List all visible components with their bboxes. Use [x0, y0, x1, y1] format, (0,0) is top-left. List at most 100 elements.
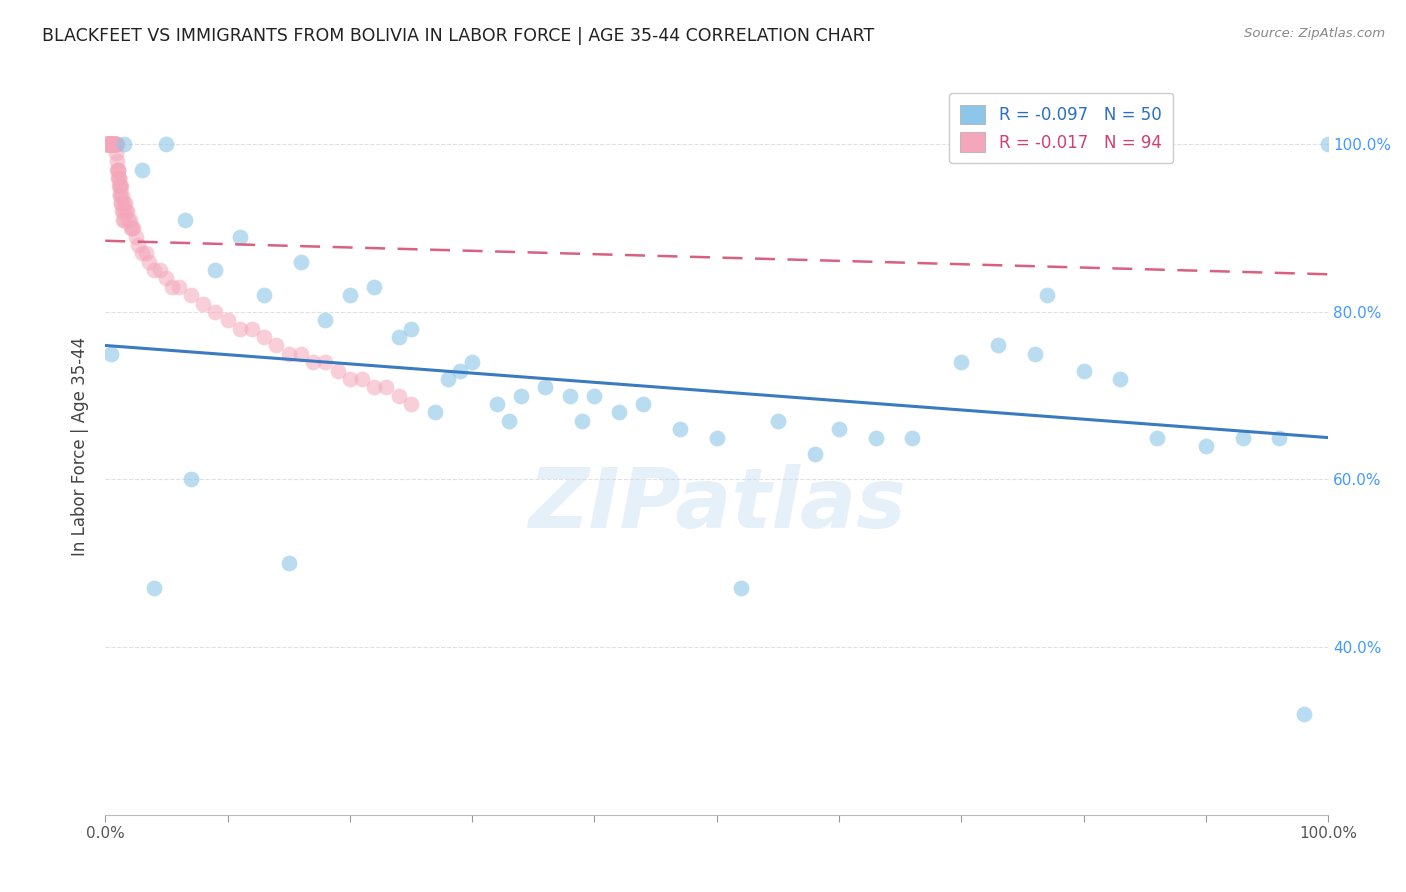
- Point: [97, 137, 120, 152]
- Point: [901, 431, 924, 445]
- Point: [111, 187, 134, 202]
- Point: [104, 137, 127, 152]
- Point: [115, 204, 138, 219]
- Point: [149, 263, 172, 277]
- Point: [326, 363, 349, 377]
- Point: [110, 196, 132, 211]
- Point: [110, 179, 132, 194]
- Point: [103, 137, 125, 152]
- Point: [100, 137, 122, 152]
- Point: [120, 221, 142, 235]
- Point: [803, 447, 825, 461]
- Point: [1232, 431, 1254, 445]
- Point: [217, 313, 239, 327]
- Legend: R = -0.097   N = 50, R = -0.017   N = 94: R = -0.097 N = 50, R = -0.017 N = 94: [949, 93, 1173, 163]
- Point: [96, 137, 118, 152]
- Point: [107, 162, 129, 177]
- Point: [97, 137, 120, 152]
- Point: [363, 380, 385, 394]
- Point: [107, 170, 129, 185]
- Point: [114, 196, 136, 211]
- Point: [100, 347, 122, 361]
- Point: [98, 137, 121, 152]
- Point: [571, 414, 593, 428]
- Point: [1317, 137, 1340, 152]
- Point: [558, 389, 581, 403]
- Point: [121, 221, 143, 235]
- Point: [1195, 439, 1218, 453]
- Point: [865, 431, 887, 445]
- Point: [97, 137, 120, 152]
- Point: [155, 271, 177, 285]
- Point: [388, 330, 411, 344]
- Point: [112, 196, 135, 211]
- Point: [117, 212, 139, 227]
- Point: [1024, 347, 1046, 361]
- Point: [229, 322, 252, 336]
- Point: [131, 162, 153, 177]
- Point: [388, 389, 411, 403]
- Point: [98, 137, 121, 152]
- Point: [730, 582, 752, 596]
- Point: [97, 137, 120, 152]
- Point: [173, 212, 195, 227]
- Point: [107, 162, 129, 177]
- Point: [112, 137, 135, 152]
- Point: [104, 137, 127, 152]
- Point: [131, 246, 153, 260]
- Point: [96, 137, 118, 152]
- Point: [339, 372, 361, 386]
- Point: [583, 389, 606, 403]
- Point: [290, 347, 312, 361]
- Point: [103, 137, 125, 152]
- Point: [108, 187, 131, 202]
- Point: [98, 137, 121, 152]
- Point: [607, 405, 630, 419]
- Point: [240, 322, 263, 336]
- Point: [180, 288, 202, 302]
- Point: [1292, 706, 1315, 721]
- Point: [143, 582, 166, 596]
- Point: [138, 254, 160, 268]
- Point: [987, 338, 1010, 352]
- Point: [399, 322, 422, 336]
- Point: [122, 221, 145, 235]
- Point: [950, 355, 973, 369]
- Y-axis label: In Labor Force | Age 35-44: In Labor Force | Age 35-44: [72, 336, 89, 556]
- Point: [98, 137, 121, 152]
- Point: [110, 179, 132, 194]
- Point: [204, 305, 226, 319]
- Point: [103, 137, 125, 152]
- Point: [108, 170, 131, 185]
- Point: [375, 380, 398, 394]
- Point: [302, 355, 325, 369]
- Point: [191, 296, 214, 310]
- Point: [1073, 363, 1095, 377]
- Point: [108, 179, 131, 194]
- Point: [363, 280, 385, 294]
- Point: [101, 137, 124, 152]
- Point: [180, 473, 202, 487]
- Point: [100, 137, 122, 152]
- Point: [314, 313, 336, 327]
- Point: [105, 145, 128, 160]
- Point: [112, 212, 135, 227]
- Point: [111, 204, 134, 219]
- Point: [253, 288, 276, 302]
- Point: [167, 280, 190, 294]
- Point: [135, 246, 157, 260]
- Point: [101, 137, 124, 152]
- Point: [1268, 431, 1291, 445]
- Point: [425, 405, 447, 419]
- Point: [350, 372, 373, 386]
- Point: [100, 137, 122, 152]
- Point: [105, 154, 128, 169]
- Point: [277, 347, 299, 361]
- Point: [96, 137, 118, 152]
- Point: [108, 179, 131, 194]
- Point: [266, 338, 288, 352]
- Point: [107, 162, 129, 177]
- Point: [633, 397, 655, 411]
- Point: [436, 372, 458, 386]
- Point: [104, 137, 127, 152]
